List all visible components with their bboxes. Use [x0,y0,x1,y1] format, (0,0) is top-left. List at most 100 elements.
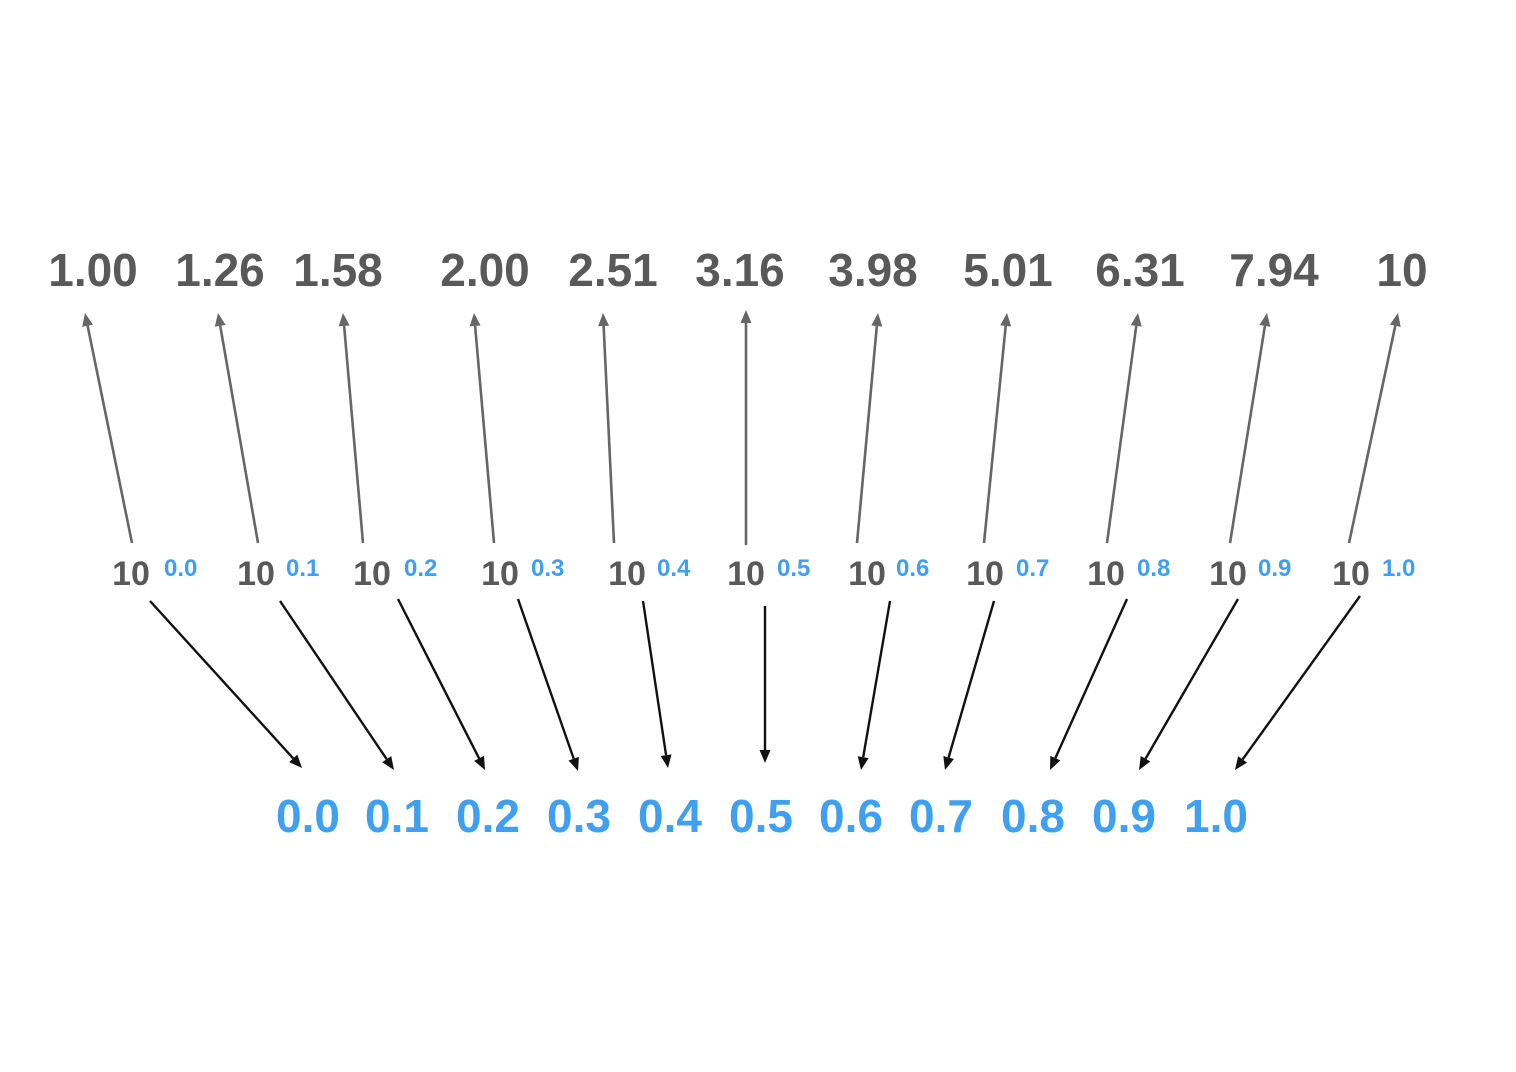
power-base-label: 10 [1087,555,1125,593]
power-base-label: 10 [727,555,765,593]
up-arrow-1-head [214,313,226,327]
up-arrow-7-head [1000,313,1012,327]
down-arrow-4 [641,600,672,768]
up-arrow-0-shaft [86,325,134,544]
down-arrow-2-shaft [396,598,481,759]
down-arrow-5-head [759,750,771,763]
up-arrow-8-shaft [1105,325,1138,544]
up-arrow-9-head [1259,313,1271,327]
bottom-value-label: 0.1 [365,790,429,842]
up-arrow-5 [740,310,752,545]
down-arrow-10 [1235,595,1361,770]
down-arrow-3-head [568,756,579,771]
power-exponent-label: 0.3 [531,555,565,582]
bottom-value-label: 0.9 [1092,790,1156,842]
top-value-label: 5.01 [963,244,1053,296]
down-arrow-2-head [474,755,485,770]
up-arrow-7 [982,313,1012,544]
down-arrow-1 [279,600,394,770]
up-arrow-3 [469,313,496,544]
down-arrow-3 [516,598,579,771]
power-exponent-label: 0.6 [896,555,930,582]
down-arrow-5 [759,606,771,763]
top-value-label: 1.00 [48,244,138,296]
up-arrow-8 [1105,313,1142,544]
power-exponent-label: 0.9 [1258,555,1292,582]
down-arrow-8-head [1050,755,1061,770]
up-arrow-5-head [740,310,752,323]
up-arrow-4 [598,313,616,544]
down-arrow-4-head [660,754,672,768]
down-arrow-9-head [1139,755,1151,770]
up-arrow-2-shaft [342,325,365,544]
top-value-label: 10 [1376,244,1428,296]
up-arrow-0 [82,313,134,544]
down-arrow-0-head [289,754,302,768]
power-base-label: 10 [112,555,150,593]
top-value-label: 1.26 [175,244,265,296]
bottom-value-label: 0.2 [456,790,520,842]
power-exponent-label: 1.0 [1382,555,1416,582]
up-arrow-8-head [1130,313,1142,327]
down-arrow-7 [943,600,996,770]
down-arrow-7-shaft [947,600,996,758]
up-arrow-3-head [469,313,481,327]
up-arrow-10-head [1389,313,1401,327]
power-base-label: 10 [481,555,519,593]
power-base-label: 10 [1209,555,1247,593]
bottom-value-label: 0.0 [276,790,340,842]
power-exponent-label: 0.5 [777,555,811,582]
down-arrow-7-head [943,755,954,770]
up-arrow-6 [855,313,883,544]
top-value-label: 1.58 [293,244,383,296]
power-base-label: 10 [1332,555,1370,593]
up-arrow-4-head [598,313,610,327]
top-value-label: 3.98 [828,244,918,296]
up-arrow-6-head [871,313,883,327]
power-exponent-label: 0.7 [1016,555,1050,582]
power-base-label: 10 [848,555,886,593]
bottom-value-label: 0.5 [729,790,793,842]
down-arrow-6-shaft [862,600,892,758]
up-arrow-1 [214,313,260,544]
up-arrow-3-shaft [473,325,496,544]
bottom-value-label: 0.7 [909,790,973,842]
up-arrow-4-shaft [602,325,616,544]
up-arrow-2 [338,313,365,544]
down-arrow-0-shaft [149,600,295,760]
down-arrow-2 [396,598,485,770]
up-arrow-0-head [82,313,93,327]
bottom-value-label: 1.0 [1184,790,1248,842]
top-value-label: 3.16 [695,244,785,296]
power-base-label: 10 [966,555,1004,593]
top-value-label: 2.00 [440,244,530,296]
up-arrow-9 [1228,313,1271,544]
down-arrow-9-shaft [1144,598,1240,760]
down-arrow-1-shaft [279,600,388,760]
power-exponent-label: 0.4 [657,555,691,582]
up-arrow-7-shaft [982,325,1008,544]
down-arrow-6-head [857,756,869,770]
bottom-value-label: 0.4 [638,790,702,842]
up-arrow-6-shaft [855,325,879,544]
bottom-value-label: 0.3 [547,790,611,842]
up-arrow-10-shaft [1347,325,1397,544]
down-arrow-6 [857,600,892,770]
down-arrow-0 [149,600,302,768]
top-value-label: 6.31 [1095,244,1185,296]
power-base-label: 10 [608,555,646,593]
power-base-label: 10 [237,555,275,593]
power-exponent-label: 0.8 [1137,555,1171,582]
down-arrow-8-shaft [1054,598,1129,759]
bottom-value-label: 0.8 [1001,790,1065,842]
power-exponent-label: 0.1 [286,555,320,582]
down-arrow-3-shaft [516,598,575,760]
up-arrow-2-head [338,313,350,327]
top-value-label: 2.51 [568,244,658,296]
bottom-value-label: 0.6 [819,790,883,842]
down-arrow-10-shaft [1241,595,1361,761]
down-arrow-10-head [1235,756,1248,770]
top-value-label: 7.94 [1229,244,1319,296]
